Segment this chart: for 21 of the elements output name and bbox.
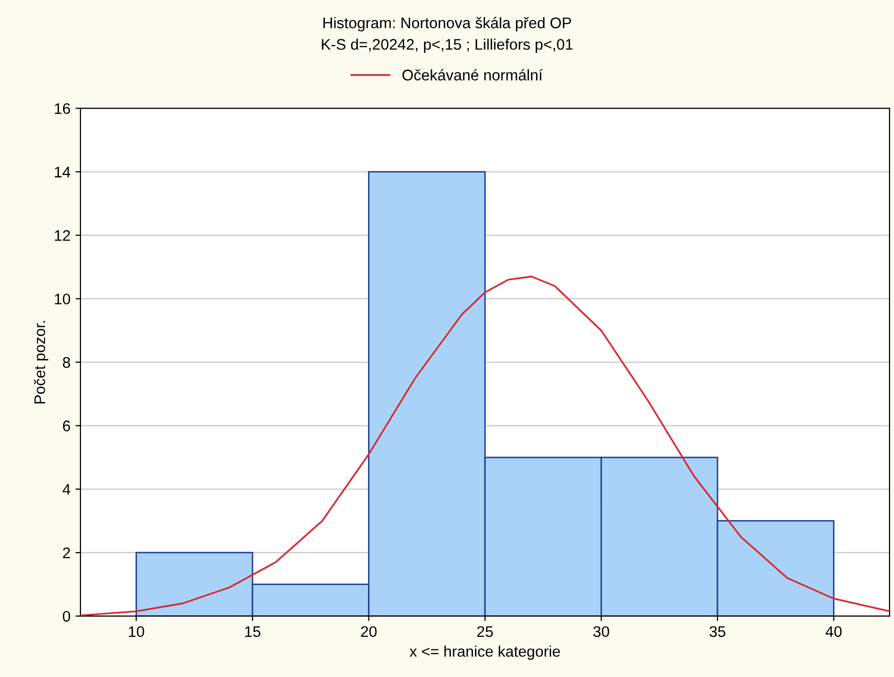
y-tick-label: 2 (63, 547, 70, 558)
y-tick-label: 14 (54, 166, 70, 178)
x-tick-label: 20 (361, 626, 377, 638)
x-tick-label: 15 (245, 626, 260, 638)
y-tick-label: 12 (54, 230, 70, 241)
y-tick-label: 8 (62, 357, 70, 368)
y-tick-label: 16 (54, 103, 70, 114)
chart-subtitle: K-S d=,20242, p<,15 ; Lilliefors p<,01 (322, 38, 573, 53)
x-tick-label: 35 (710, 626, 726, 638)
x-tick-label: 30 (593, 626, 610, 638)
x-tick-label: 25 (477, 626, 493, 638)
y-tick-label: 6 (63, 420, 70, 432)
y-tick-label: 4 (62, 484, 70, 495)
x-axis-title: x <= hranice kategorie (410, 646, 560, 660)
chart-title: Histogram: Nortonova škála před OP (323, 16, 572, 32)
y-axis-title: Počet pozor. (34, 321, 48, 404)
legend-label: Očekávané normální (402, 69, 543, 80)
y-tick-label: 10 (54, 294, 70, 304)
x-tick-label: 10 (128, 626, 144, 638)
x-tick-label: 40 (826, 626, 842, 638)
y-tick-label: 0 (62, 610, 70, 622)
